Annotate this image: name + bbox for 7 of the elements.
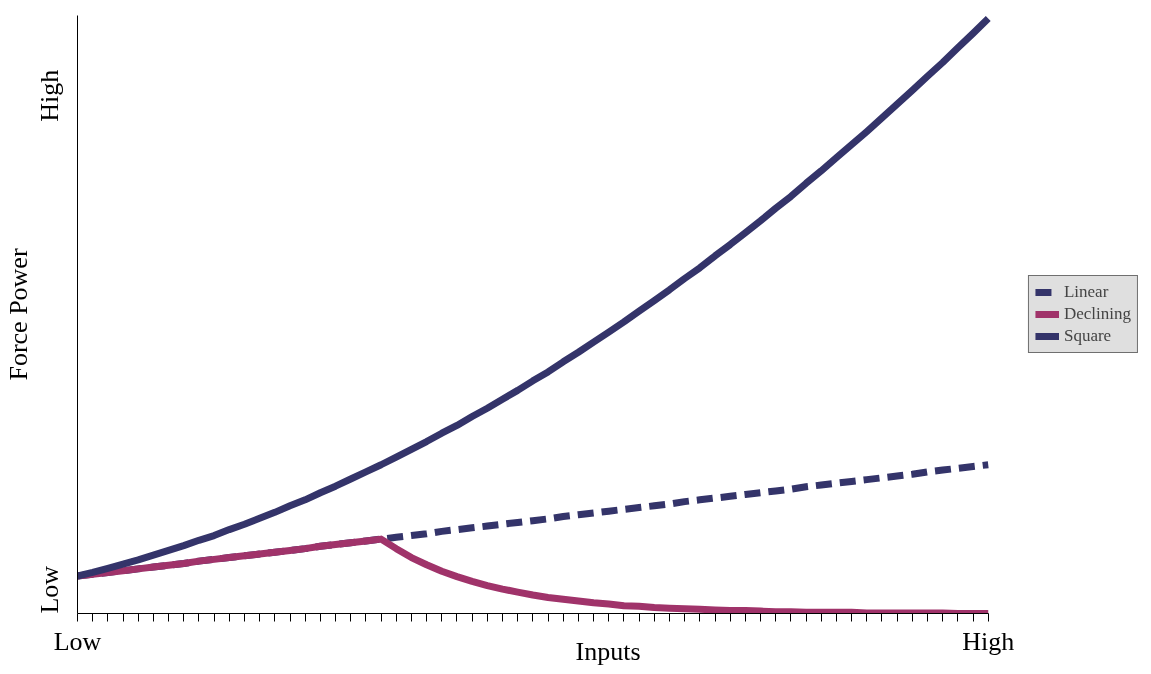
legend-label: Declining [1063, 304, 1131, 324]
x-axis-title: Inputs [575, 636, 641, 666]
text: High [35, 69, 65, 122]
legend-label: Linear [1063, 282, 1109, 302]
y-axis-title: Force Power [3, 248, 33, 381]
legend-label: Square [1063, 326, 1112, 346]
text: Low [35, 565, 65, 614]
